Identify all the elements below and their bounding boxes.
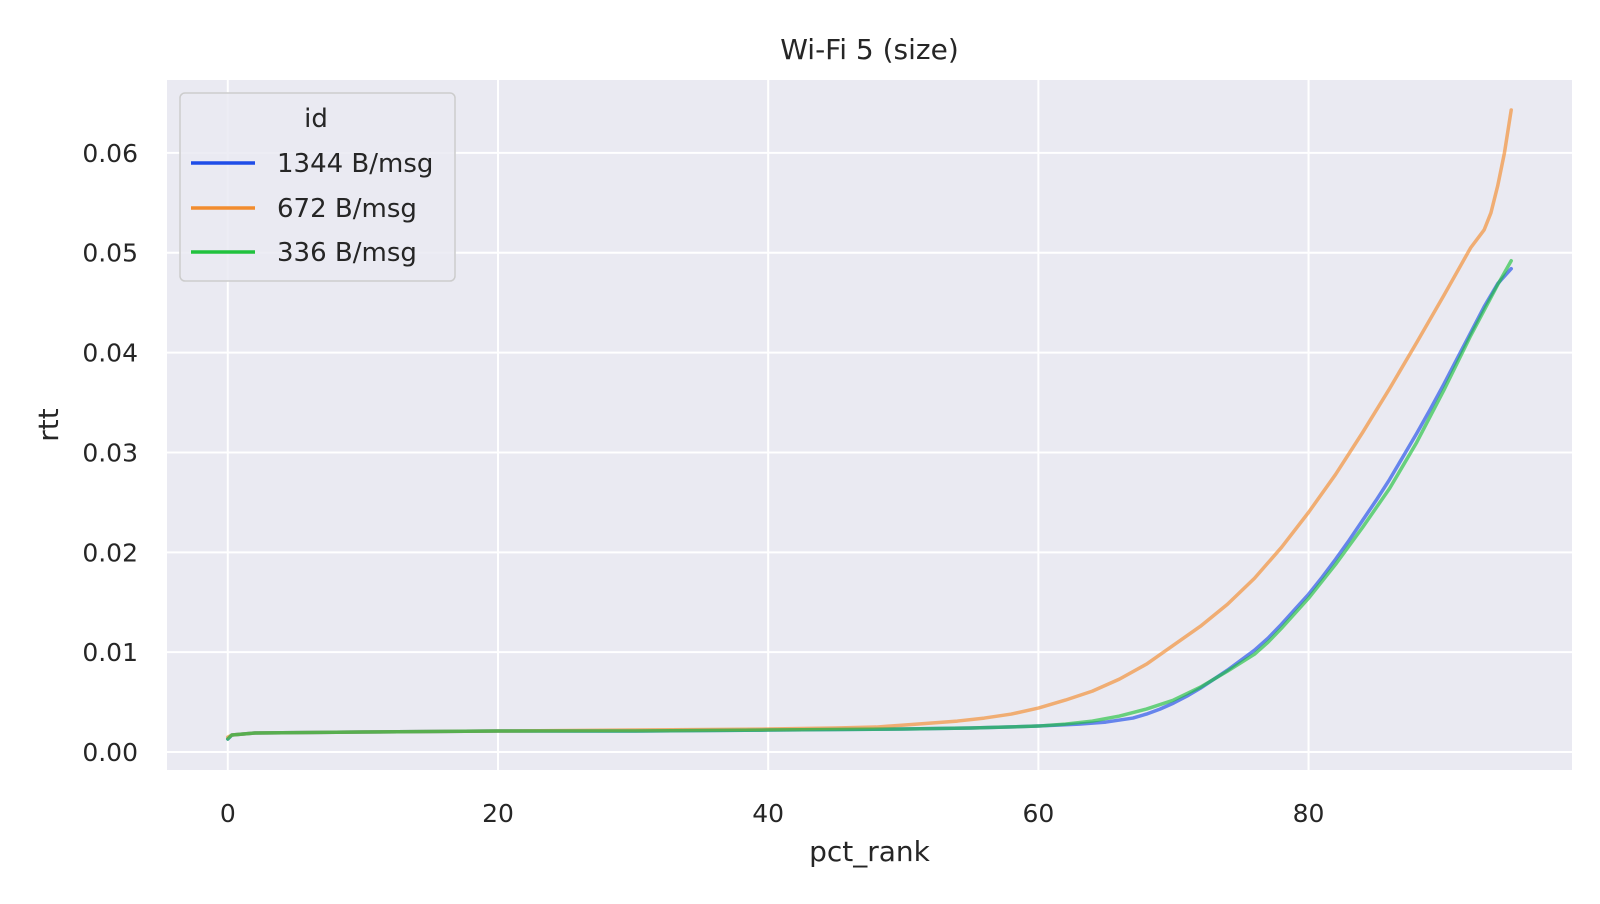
y-tick-label: 0.06 — [82, 139, 138, 168]
x-tick-label: 0 — [220, 799, 236, 828]
x-tick-label: 40 — [752, 799, 784, 828]
y-axis-label: rtt — [32, 408, 65, 441]
x-tick-label: 60 — [1022, 799, 1054, 828]
y-tick-label: 0.04 — [82, 339, 138, 368]
legend-box — [179, 92, 456, 282]
y-tick-label: 0.00 — [82, 738, 138, 767]
legend-label-336: 336 B/msg — [277, 238, 417, 268]
series-line-336-b-msg — [226, 258, 1513, 741]
x-tick-label: 20 — [482, 799, 514, 828]
x-tick-labels: 0 20 40 60 80 — [220, 799, 1325, 828]
x-axis-label: pct_rank — [809, 835, 931, 868]
legend: id 1344 B/msg 672 B/msg 336 B/msg — [179, 92, 456, 282]
y-tick-label: 0.03 — [82, 438, 138, 467]
grid-lines — [167, 80, 1572, 770]
legend-label-1344: 1344 B/msg — [277, 149, 433, 179]
legend-label-672: 672 B/msg — [277, 194, 417, 224]
y-tick-label: 0.02 — [82, 538, 138, 567]
x-tick-label: 80 — [1293, 799, 1325, 828]
y-tick-labels: 0.00 0.01 0.02 0.03 0.04 0.05 0.06 — [82, 139, 138, 767]
chart-title: Wi-Fi 5 (size) — [780, 33, 959, 66]
y-tick-label: 0.05 — [82, 239, 138, 268]
legend-title: id — [304, 104, 328, 134]
y-tick-label: 0.01 — [82, 638, 138, 667]
series-lines — [226, 108, 1513, 741]
